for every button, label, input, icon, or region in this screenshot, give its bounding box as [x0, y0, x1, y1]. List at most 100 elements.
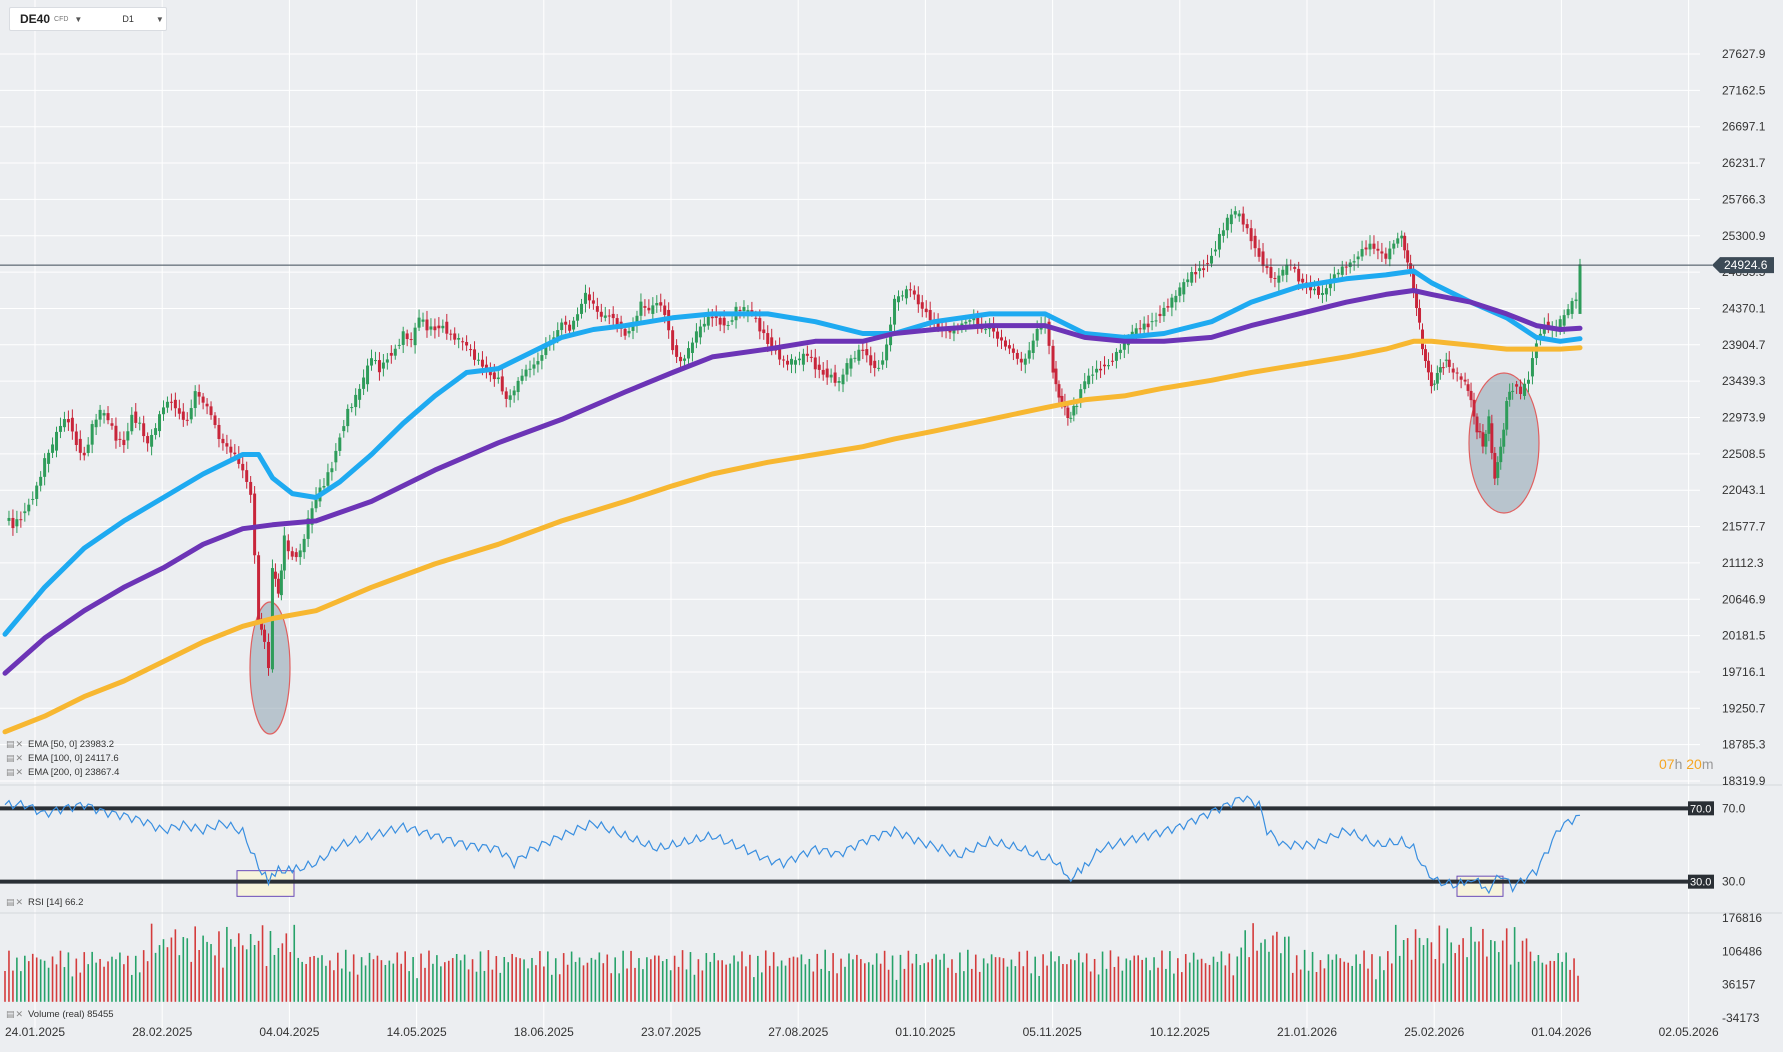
- candle-body: [373, 360, 377, 362]
- candle-body: [825, 368, 829, 378]
- volume-bar: [1081, 962, 1084, 1002]
- settings-icon[interactable]: ▤✕: [6, 897, 25, 907]
- volume-bar: [1355, 954, 1357, 1002]
- volume-bar: [154, 952, 157, 1002]
- volume-bar: [424, 967, 426, 1002]
- volume-bar: [1022, 966, 1025, 1002]
- legend-ema-100[interactable]: ▤✕ EMA [100, 0] 24117.6: [6, 753, 119, 764]
- legend-rsi[interactable]: ▤✕ RSI [14] 66.2: [6, 897, 83, 908]
- volume-bar: [1505, 928, 1508, 1002]
- volume-bar: [1097, 974, 1100, 1002]
- chevron-down-icon[interactable]: ▼: [155, 14, 164, 24]
- volume-bar: [218, 931, 220, 1002]
- volume-bar: [1284, 936, 1286, 1002]
- candle-body: [690, 342, 694, 353]
- volume-bar: [408, 971, 410, 1002]
- volume-bar: [717, 960, 720, 1002]
- candle-body: [286, 540, 290, 552]
- volume-bar: [83, 952, 86, 1002]
- volume-bar: [400, 963, 403, 1002]
- volume-bar: [768, 965, 771, 1002]
- volume-bar: [982, 958, 985, 1002]
- volume-bar: [1117, 956, 1120, 1002]
- legend-ema-200[interactable]: ▤✕ EMA [200, 0] 23867.4: [6, 767, 119, 778]
- volume-bar: [1216, 961, 1219, 1002]
- candle-body: [276, 578, 280, 594]
- candle-body: [568, 324, 572, 331]
- candle-body: [381, 362, 385, 369]
- volume-bar: [1529, 951, 1532, 1002]
- volume-bar: [646, 957, 648, 1002]
- volume-bar: [1458, 944, 1460, 1002]
- candle-body: [1301, 278, 1305, 283]
- candle-body: [1095, 368, 1099, 373]
- settings-icon[interactable]: ▤✕: [6, 739, 25, 749]
- candle-body: [185, 419, 189, 421]
- volume-bar: [618, 973, 620, 1002]
- volume-bar: [1406, 938, 1409, 1002]
- candle-body: [1069, 417, 1073, 419]
- candle-body: [686, 348, 690, 359]
- volume-bar: [99, 958, 101, 1002]
- candle-body: [90, 424, 94, 445]
- volume-bar: [915, 953, 918, 1002]
- volume-bar: [1367, 968, 1369, 1002]
- volume-bar: [1034, 956, 1036, 1002]
- volume-bar: [891, 955, 894, 1002]
- candle-body: [663, 305, 667, 315]
- candle-body: [996, 331, 1000, 339]
- candle-body: [1003, 340, 1007, 347]
- bar-countdown: 07h 20m: [1659, 756, 1714, 772]
- chevron-down-icon[interactable]: ▼: [74, 14, 83, 24]
- candle-body: [169, 401, 173, 403]
- volume-bar: [939, 959, 941, 1002]
- settings-icon[interactable]: ▤✕: [6, 767, 25, 777]
- legend-volume[interactable]: ▤✕ Volume (real) 85455: [6, 1009, 114, 1020]
- volume-bar: [602, 963, 605, 1002]
- volume-bar: [360, 957, 363, 1002]
- volume-bar: [860, 959, 862, 1002]
- candle-body: [655, 303, 659, 306]
- candle-body: [1221, 230, 1225, 236]
- candle-body: [1469, 390, 1473, 401]
- volume-bar: [344, 949, 347, 1002]
- candle-body: [23, 511, 27, 514]
- volume-bar: [372, 959, 375, 1002]
- settings-icon[interactable]: ▤✕: [6, 753, 25, 763]
- volume-bar: [578, 957, 581, 1002]
- timeframe-label[interactable]: D1: [122, 14, 134, 24]
- volume-bar: [103, 966, 105, 1002]
- volume-bar: [455, 954, 458, 1002]
- volume-bar: [1268, 951, 1270, 1002]
- candle-body: [1166, 306, 1170, 308]
- candle-body: [1083, 381, 1087, 390]
- volume-bar: [63, 967, 66, 1002]
- symbol-selector[interactable]: DE40 CFD ▼ D1 ▼: [9, 7, 167, 31]
- candle-body: [27, 504, 31, 512]
- candle-body: [536, 361, 540, 365]
- volume-bar: [836, 973, 838, 1002]
- candle-body: [1099, 368, 1103, 371]
- candle-body: [1435, 372, 1439, 384]
- candle-body: [1472, 399, 1476, 417]
- volume-bar: [1066, 964, 1068, 1002]
- candle-body: [754, 317, 758, 319]
- y-tick-label: 22973.9: [1722, 411, 1766, 425]
- candle-body: [102, 413, 106, 416]
- volume-bar: [642, 969, 644, 1002]
- volume-bar: [737, 961, 739, 1002]
- x-tick-label: 01.10.2025: [895, 1025, 955, 1039]
- current-price-label: 24924.6: [1724, 258, 1768, 272]
- candle-body: [385, 359, 389, 363]
- candle-body: [488, 370, 492, 376]
- volume-bar: [772, 952, 775, 1002]
- volume-bar: [1375, 979, 1377, 1002]
- volume-bar: [867, 962, 870, 1002]
- candle-body: [726, 324, 730, 326]
- candle-body: [1360, 249, 1364, 257]
- legend-ema-50[interactable]: ▤✕ EMA [50, 0] 23983.2: [6, 739, 114, 750]
- settings-icon[interactable]: ▤✕: [6, 1009, 25, 1019]
- volume-bar: [1410, 959, 1413, 1002]
